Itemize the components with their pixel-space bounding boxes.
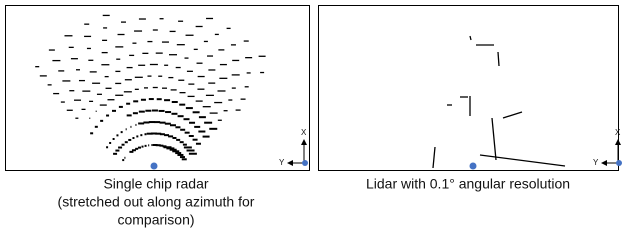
caption-line: Lidar with 0.1° angular resolution bbox=[366, 176, 570, 192]
x-axis-label: X bbox=[301, 128, 307, 137]
y-axis-label: Y bbox=[279, 158, 285, 167]
sensor-origin bbox=[470, 163, 477, 170]
page: {"panels": [ {"caption": ["Single chip r… bbox=[0, 0, 623, 240]
sensor-origin bbox=[151, 163, 158, 170]
caption-line: (stretched out along azimuth for bbox=[58, 194, 255, 210]
figure: X Y X Y Single chip radar (stretched out… bbox=[0, 0, 623, 240]
lidar-panel bbox=[319, 6, 619, 171]
axes-origin bbox=[302, 160, 308, 166]
y-axis-label: Y bbox=[593, 158, 599, 167]
body: X Y X Y Single chip radar (stretched out… bbox=[0, 0, 623, 240]
caption-line: comparison) bbox=[117, 212, 194, 228]
axes-origin bbox=[616, 160, 622, 166]
caption-line: Single chip radar bbox=[103, 176, 208, 192]
x-axis-label: X bbox=[615, 128, 621, 137]
